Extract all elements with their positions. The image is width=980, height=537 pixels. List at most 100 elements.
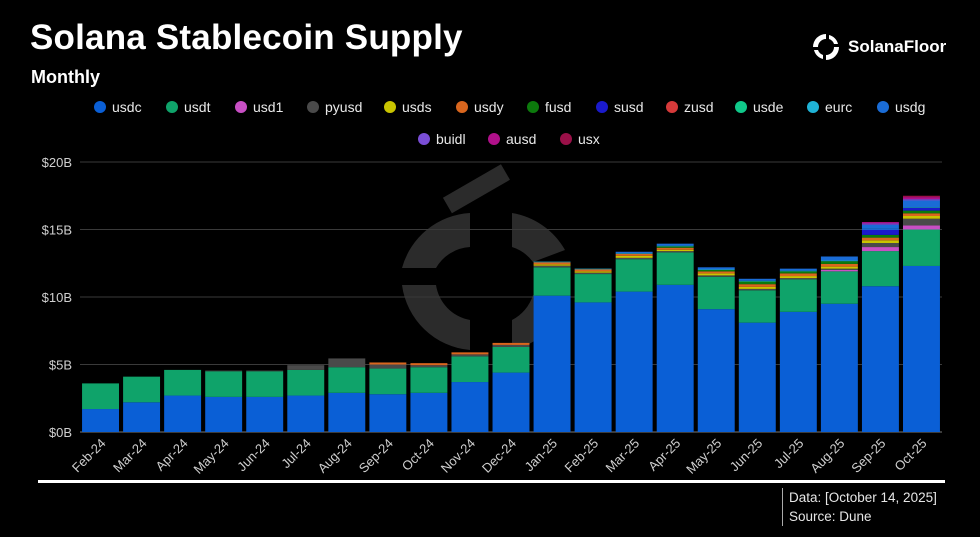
bar-segment-usdy xyxy=(574,269,612,272)
x-tick-label: Mar-24 xyxy=(110,436,150,476)
x-tick-label: Aug-25 xyxy=(807,436,847,476)
brand-name: SolanaFloor xyxy=(848,37,947,56)
x-tick-label: Aug-24 xyxy=(315,436,355,476)
bar-segment-pyusd xyxy=(861,243,899,248)
bar-segment-usdt xyxy=(205,371,243,397)
legend-marker-usdg xyxy=(877,101,889,113)
bar-segment-usdt xyxy=(492,346,530,373)
bar-segment-eurc xyxy=(903,207,940,208)
bar-segment-pyusd xyxy=(615,257,653,260)
bar-segment-usdy xyxy=(615,253,653,256)
legend-marker-susd xyxy=(596,101,608,113)
bar-segment-pyusd xyxy=(533,265,571,268)
bar-segment-usdc xyxy=(123,402,161,432)
x-tick-label: Nov-24 xyxy=(438,436,478,476)
bar-segment-usd1 xyxy=(861,247,899,252)
bar-segment-usdc xyxy=(697,309,735,432)
bar-segment-eurc xyxy=(615,253,653,254)
x-tick-label: Jul-25 xyxy=(771,436,807,472)
bar-segment-usdy xyxy=(451,352,489,355)
bar-segment-pyusd xyxy=(451,354,489,357)
bar-segment-usd1 xyxy=(903,225,940,230)
bar-segment-pyusd xyxy=(410,365,448,368)
bar-segment-usdt xyxy=(903,229,940,266)
bar-segment-eurc xyxy=(656,245,694,247)
x-axis: Feb-24 Mar-24 Apr-24 May-24 Jun-24 Jul-24 Aug-… xyxy=(69,436,930,477)
bar-segment-usdt xyxy=(779,279,817,312)
bar-segment-fusd xyxy=(861,234,899,238)
bar-segment-usdy xyxy=(656,247,694,250)
bar-segment-usdt xyxy=(533,267,571,296)
bar-segment-usdt xyxy=(287,369,325,396)
legend-marker-usds xyxy=(384,101,396,113)
source-note: Data: [October 14, 2025] Source: Dune xyxy=(782,488,937,526)
bar-segment-eurc xyxy=(533,261,571,263)
bar-segment-usdg xyxy=(861,224,899,229)
legend-marker-ausd xyxy=(488,133,500,145)
x-tick-label: Jun-24 xyxy=(234,436,273,475)
x-tick-label: Sep-24 xyxy=(356,436,396,476)
bar-segment-pyusd xyxy=(492,344,530,347)
bar-segment-usdc xyxy=(246,396,284,432)
bar-segment-usdc xyxy=(82,409,119,432)
bar-segment-susd xyxy=(861,229,899,235)
bar-segment-pyusd xyxy=(246,370,284,372)
legend-label-usdg: usdg xyxy=(895,99,925,115)
bar-segment-ausd xyxy=(903,197,940,200)
bar-segment-usdt xyxy=(369,368,407,395)
x-tick-label: Oct-25 xyxy=(891,436,929,474)
bar-segment-usdc xyxy=(738,322,776,432)
bar-segment-usdy xyxy=(492,342,530,345)
bar-segment-fusd xyxy=(779,271,817,274)
bar-segment-fusd xyxy=(820,261,858,264)
bar-segment-eurc xyxy=(861,228,899,230)
bar-segment-usdt xyxy=(697,276,735,310)
legend: usdc usdt usd1 pyusd usds usdy fusd susd zusd usd… xyxy=(94,99,925,147)
bar-segment-ausd xyxy=(861,222,899,224)
bar-segment-pyusd xyxy=(574,272,612,275)
bar-segment-usdc xyxy=(656,284,694,432)
bar-segment-usdg xyxy=(615,251,653,254)
bar-segment-pyusd xyxy=(820,268,858,270)
legend-label-fusd: fusd xyxy=(545,99,571,115)
bar-segment-usdt xyxy=(738,290,776,323)
bar-segment-usds xyxy=(697,273,735,276)
bar-segment-usx xyxy=(903,195,940,198)
legend-marker-eurc xyxy=(807,101,819,113)
legend-marker-usx xyxy=(560,133,572,145)
solanafloor-logo-icon xyxy=(813,34,839,60)
bar-segment-usdt xyxy=(451,356,489,383)
bar-segment-usdy xyxy=(779,273,817,277)
legend-marker-usdc xyxy=(94,101,106,113)
legend-label-usde: usde xyxy=(753,99,784,115)
bar-segment-usdc xyxy=(492,372,530,432)
bar-segment-eurc xyxy=(697,269,735,270)
bar-segment-usdt xyxy=(164,369,202,396)
data-date: Data: [October 14, 2025] xyxy=(789,490,937,505)
bar-segment-pyusd xyxy=(328,358,366,368)
bar-segment-fusd xyxy=(656,246,694,248)
bar-segment-usdc xyxy=(164,395,202,432)
legend-marker-usde xyxy=(735,101,747,113)
bar-segment-buidl xyxy=(903,199,940,201)
bar-segment-usdg xyxy=(738,278,776,281)
bar-segment-usds xyxy=(779,276,817,279)
x-tick-label: Jan-25 xyxy=(521,436,560,475)
bar-segment-fusd xyxy=(738,281,776,285)
bar-segment-usdc xyxy=(533,295,571,432)
bar-segment-usdc xyxy=(903,265,940,432)
bar-segment-pyusd xyxy=(369,364,407,369)
bar-segment-pyusd xyxy=(779,278,817,280)
data-source: Source: Dune xyxy=(789,509,872,524)
chart-subtitle: Monthly xyxy=(31,67,100,87)
x-tick-label: Dec-24 xyxy=(479,436,519,476)
y-tick-label: $20B xyxy=(42,155,72,170)
bar-segment-usds xyxy=(738,286,776,289)
bar-segment-usdg xyxy=(656,243,694,246)
legend-marker-buidl xyxy=(418,133,430,145)
bar-segment-usdt xyxy=(410,367,448,393)
bar-segment-usdc xyxy=(861,286,899,432)
y-tick-label: $10B xyxy=(42,290,72,305)
bar-segment-usdc xyxy=(205,396,243,432)
bar-segment-usdt xyxy=(656,252,694,285)
